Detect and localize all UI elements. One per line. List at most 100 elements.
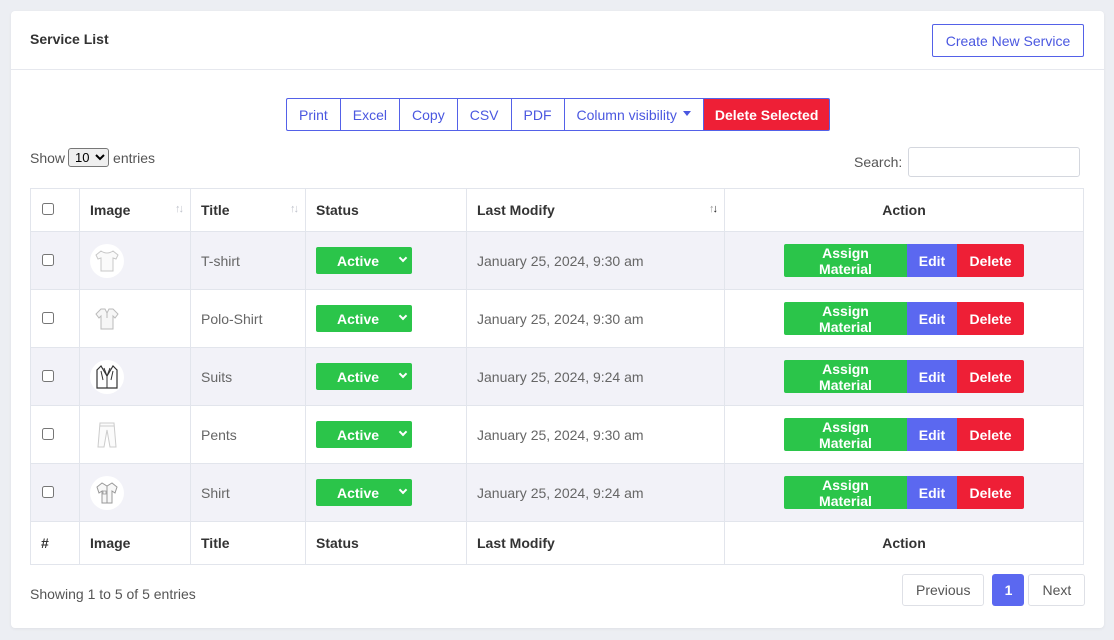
last-modify-footer: Last Modify (466, 521, 725, 565)
select-all-header (30, 188, 80, 232)
table-footer-row: # Image Title Status Last Modify Action (30, 521, 1084, 565)
entries-length: Show 10 entries (30, 148, 155, 167)
image-cell (79, 231, 191, 290)
assign-material-button[interactable]: Assign Material (784, 360, 907, 393)
row-checkbox[interactable] (42, 485, 54, 498)
previous-page-button[interactable]: Previous (902, 574, 985, 606)
edit-button[interactable]: Edit (907, 360, 957, 393)
title-footer: Title (190, 521, 306, 565)
row-check-cell (30, 289, 80, 348)
delete-button[interactable]: Delete (957, 244, 1024, 277)
next-page-button[interactable]: Next (1028, 574, 1086, 606)
page-1-button[interactable]: 1 (992, 574, 1025, 606)
delete-selected-button[interactable]: Delete Selected (702, 98, 831, 131)
column-visibility-button[interactable]: Column visibility (563, 98, 703, 131)
column-visibility-label: Column visibility (576, 106, 677, 123)
table-body: T-shirt Active January 25, 2024, 9:30 am… (30, 231, 1084, 522)
status-cell: Active (305, 289, 467, 348)
status-dropdown[interactable]: Active (316, 247, 412, 274)
assign-material-button[interactable]: Assign Material (784, 244, 907, 277)
tshirt-icon (95, 249, 119, 271)
action-footer: Action (724, 521, 1084, 565)
edit-button[interactable]: Edit (907, 418, 957, 451)
title-header[interactable]: Title ↑↓ (190, 188, 306, 232)
card-header: Service List Create New Service (11, 11, 1104, 70)
table-row: Pents Active January 25, 2024, 9:30 am A… (30, 405, 1084, 464)
delete-button[interactable]: Delete (957, 360, 1024, 393)
title-cell: Suits (190, 347, 306, 406)
excel-button[interactable]: Excel (339, 98, 400, 131)
entries-select[interactable]: 10 (68, 148, 110, 167)
caret-down-icon (682, 110, 691, 116)
edit-button[interactable]: Edit (907, 476, 957, 509)
action-group: Assign Material Edit Delete (784, 360, 1024, 393)
status-footer: Status (305, 521, 467, 565)
select-all-checkbox[interactable] (42, 203, 54, 215)
status-cell: Active (305, 231, 467, 290)
status-dropdown[interactable]: Active (316, 305, 412, 332)
status-label: Active (337, 368, 380, 385)
last-modify-header-label: Last Modify (477, 202, 555, 218)
status-dropdown[interactable]: Active (316, 363, 412, 390)
copy-button[interactable]: Copy (399, 98, 457, 131)
title-cell: Pents (190, 405, 306, 464)
title-cell: Shirt (190, 463, 306, 522)
status-dropdown[interactable]: Active (316, 479, 412, 506)
status-label: Active (337, 310, 380, 327)
pants-icon (97, 422, 117, 447)
status-header: Status (305, 188, 467, 232)
service-table: Image ↑↓ Title ↑↓ Status Last Modify ↑↓ Act… (30, 188, 1084, 565)
table-row: Suits Active January 25, 2024, 9:24 am A… (30, 347, 1084, 406)
search-box: Search: (854, 147, 1081, 177)
modified-cell: January 25, 2024, 9:24 am (466, 463, 725, 522)
delete-button[interactable]: Delete (957, 302, 1024, 335)
status-label: Active (337, 484, 380, 501)
create-service-button[interactable]: Create New Service (932, 24, 1084, 57)
table-row: Polo-Shirt Active January 25, 2024, 9:30… (30, 289, 1084, 348)
csv-button[interactable]: CSV (456, 98, 511, 131)
status-dropdown[interactable]: Active (316, 421, 412, 448)
print-button[interactable]: Print (286, 98, 340, 131)
chevron-down-icon (398, 485, 408, 495)
row-checkbox[interactable] (42, 427, 54, 440)
assign-material-button[interactable]: Assign Material (784, 302, 907, 335)
modified-cell: January 25, 2024, 9:30 am (466, 231, 725, 290)
last-modify-header[interactable]: Last Modify ↑↓ (466, 188, 725, 232)
delete-button[interactable]: Delete (957, 476, 1024, 509)
chevron-down-icon (398, 311, 408, 321)
image-cell (79, 289, 191, 348)
row-checkbox[interactable] (42, 253, 54, 266)
shirt-icon (96, 481, 118, 503)
row-check-cell (30, 231, 80, 290)
search-label: Search: (854, 154, 903, 170)
thumbnail (90, 243, 124, 278)
delete-button[interactable]: Delete (957, 418, 1024, 451)
action-group: Assign Material Edit Delete (784, 302, 1024, 335)
action-group: Assign Material Edit Delete (784, 476, 1024, 509)
edit-button[interactable]: Edit (907, 244, 957, 277)
image-cell (79, 347, 191, 406)
assign-material-button[interactable]: Assign Material (784, 418, 907, 451)
status-label: Active (337, 252, 380, 269)
row-checkbox[interactable] (42, 369, 54, 382)
action-cell: Assign Material Edit Delete (724, 463, 1084, 522)
sort-icon: ↑↓ (290, 203, 299, 215)
table-row: Shirt Active January 25, 2024, 9:24 am A… (30, 463, 1084, 522)
search-input[interactable] (908, 147, 1081, 177)
pdf-button[interactable]: PDF (510, 98, 564, 131)
suit-icon (96, 364, 118, 389)
action-header: Action (724, 188, 1084, 232)
edit-button[interactable]: Edit (907, 302, 957, 335)
assign-material-button[interactable]: Assign Material (784, 476, 907, 509)
action-cell: Assign Material Edit Delete (724, 405, 1084, 464)
action-cell: Assign Material Edit Delete (724, 347, 1084, 406)
image-footer: Image (79, 521, 191, 565)
row-checkbox[interactable] (42, 311, 54, 324)
entries-label: entries (113, 149, 156, 166)
image-header[interactable]: Image ↑↓ (79, 188, 191, 232)
modified-cell: January 25, 2024, 9:30 am (466, 405, 725, 464)
title-header-label: Title (201, 202, 230, 218)
sort-desc-icon: ↑↓ (709, 203, 718, 215)
modified-cell: January 25, 2024, 9:30 am (466, 289, 725, 348)
title-cell: T-shirt (190, 231, 306, 290)
